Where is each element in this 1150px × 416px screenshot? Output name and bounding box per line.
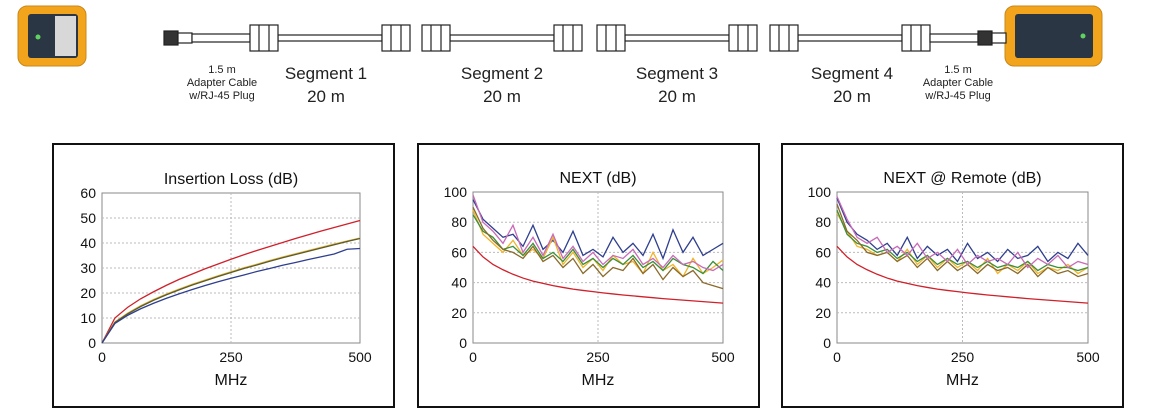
x-tick-label: 250 bbox=[951, 349, 975, 365]
segment-length: 20 m bbox=[483, 87, 521, 106]
connector bbox=[553, 24, 583, 52]
series-line-3 bbox=[101, 247, 361, 344]
series-line-2 bbox=[836, 209, 1089, 272]
x-tick-label: 0 bbox=[469, 349, 477, 365]
y-tick-label: 20 bbox=[815, 305, 831, 321]
y-tick-label: 80 bbox=[451, 214, 467, 230]
y-tick-label: 0 bbox=[88, 335, 96, 351]
chart-title: Insertion Loss (dB) bbox=[164, 171, 298, 188]
series-line-4 bbox=[472, 194, 724, 272]
next-chart: NEXT (dB) 0 20 40 60 80 100 0 250 500 MHz bbox=[417, 143, 760, 408]
y-tick-label: 40 bbox=[451, 275, 467, 291]
adapter-length: 1.5 m bbox=[944, 64, 972, 76]
chart-title: NEXT (dB) bbox=[559, 170, 636, 187]
x-axis-label: MHz bbox=[946, 372, 979, 389]
series-line-3 bbox=[836, 203, 1089, 278]
adapter-name: Adapter Cable bbox=[922, 77, 994, 89]
connector bbox=[596, 24, 626, 52]
y-tick-label: 80 bbox=[815, 214, 831, 230]
y-tick-label: 40 bbox=[80, 235, 96, 251]
y-tick-label: 30 bbox=[80, 260, 96, 276]
series-line-0 bbox=[101, 219, 361, 344]
plug-boot bbox=[991, 32, 1007, 44]
cable-line bbox=[624, 34, 730, 42]
adapter-plug: w/RJ-45 Plug bbox=[925, 90, 991, 102]
connector bbox=[249, 24, 279, 52]
segment-name: Segment 3 bbox=[635, 64, 719, 83]
y-tick-label: 50 bbox=[80, 210, 96, 226]
y-tick-label: 100 bbox=[808, 184, 832, 200]
series-line-2 bbox=[101, 237, 361, 344]
y-tick-label: 0 bbox=[459, 335, 467, 351]
x-tick-label: 0 bbox=[98, 349, 106, 365]
y-tick-label: 20 bbox=[451, 305, 467, 321]
y-tick-label: 0 bbox=[823, 335, 831, 351]
segment-2-label: Segment 2 20 m bbox=[461, 62, 543, 108]
insertion-loss-chart: Insertion Loss (dB) 0 10 20 30 40 50 60 0 250 500 M… bbox=[52, 143, 395, 408]
next-remote-chart: NEXT @ Remote (dB) 0 20 40 60 80 100 0 250 500 MHz bbox=[781, 143, 1124, 408]
x-axis-label: MHz bbox=[582, 372, 615, 389]
segment-1-label: Segment 1 20 m bbox=[285, 62, 367, 108]
connector bbox=[381, 24, 411, 52]
adapter-name: Adapter Cable bbox=[186, 77, 258, 89]
adapter-cable bbox=[191, 33, 251, 43]
segment-length: 20 m bbox=[307, 87, 345, 106]
chart-title: NEXT @ Remote (dB) bbox=[883, 170, 1041, 187]
connector bbox=[901, 24, 931, 52]
segment-length: 20 m bbox=[833, 87, 871, 106]
y-tick-label: 100 bbox=[444, 184, 468, 200]
cable-diagram bbox=[17, 5, 1103, 67]
series-line-1 bbox=[101, 237, 361, 344]
x-tick-label: 250 bbox=[586, 349, 610, 365]
connector bbox=[769, 24, 799, 52]
cable-line bbox=[277, 34, 383, 42]
connector bbox=[728, 24, 758, 52]
series-line-3 bbox=[472, 206, 724, 290]
remote-tester-device bbox=[1004, 5, 1103, 67]
main-tester-device bbox=[17, 5, 87, 67]
series-line-4 bbox=[836, 196, 1089, 269]
y-tick-label: 20 bbox=[80, 285, 96, 301]
adapter-plug: w/RJ-45 Plug bbox=[189, 90, 255, 102]
x-tick-label: 500 bbox=[1076, 349, 1100, 365]
segment-3-label: Segment 3 20 m bbox=[636, 62, 718, 108]
adapter-length: 1.5 m bbox=[208, 64, 236, 76]
rj45-plug-icon bbox=[977, 30, 993, 46]
series-line-5 bbox=[472, 245, 724, 304]
segment-name: Segment 1 bbox=[284, 64, 368, 83]
rj45-plug-icon bbox=[163, 30, 179, 46]
y-tick-label: 60 bbox=[815, 244, 831, 260]
segment-name: Segment 4 bbox=[810, 64, 894, 83]
y-tick-label: 60 bbox=[451, 244, 467, 260]
cable-line bbox=[449, 34, 555, 42]
adapter-right-label: 1.5 m Adapter Cable w/RJ-45 Plug bbox=[923, 64, 993, 103]
segment-name: Segment 2 bbox=[460, 64, 544, 83]
series-line-0 bbox=[472, 199, 724, 261]
x-tick-label: 0 bbox=[833, 349, 841, 365]
segment-4-label: Segment 4 20 m bbox=[811, 62, 893, 108]
y-tick-label: 60 bbox=[80, 185, 96, 201]
series-line-0 bbox=[836, 197, 1089, 263]
x-tick-label: 500 bbox=[348, 349, 372, 365]
x-tick-label: 250 bbox=[219, 349, 243, 365]
adapter-cable bbox=[929, 33, 979, 43]
series-line-5 bbox=[836, 245, 1089, 304]
segment-length: 20 m bbox=[658, 87, 696, 106]
y-tick-label: 40 bbox=[815, 275, 831, 291]
x-tick-label: 500 bbox=[711, 349, 735, 365]
cable-line bbox=[797, 34, 903, 42]
adapter-left-label: 1.5 m Adapter Cable w/RJ-45 Plug bbox=[187, 64, 257, 103]
x-axis-label: MHz bbox=[215, 372, 248, 389]
plug-boot bbox=[177, 32, 193, 44]
connector bbox=[421, 24, 451, 52]
y-tick-label: 10 bbox=[80, 310, 96, 326]
